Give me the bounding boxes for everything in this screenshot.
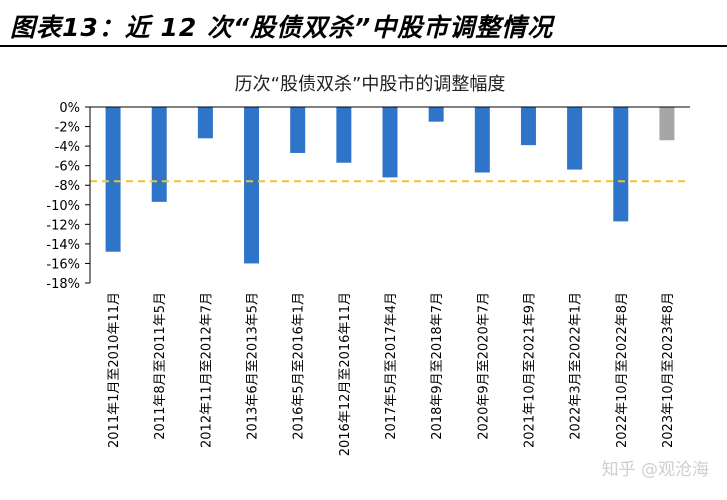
bar [613,107,629,222]
category-label: 2016年12月至2016年11月 [338,292,353,456]
category-label: 2018年9月至2018年7月 [430,292,445,440]
bar [105,107,121,252]
category-label: 2022年10月至2022年8月 [615,292,630,448]
bar [336,107,352,163]
y-tick-label: -6% [55,160,80,175]
category-label: 2012年11月至2012年7月 [199,292,214,448]
y-tick-label: -16% [46,257,80,272]
category-label: 2021年10月至2021年9月 [522,292,537,448]
bar [659,107,675,141]
category-label: 2022年3月至2022年1月 [569,292,584,440]
y-tick-label: -10% [46,199,80,214]
category-label: 2016年5月至2016年1月 [292,292,307,440]
bar [567,107,583,170]
y-tick-label: -12% [46,218,80,233]
page-title: 图表13：近 12 次“股债双杀”中股市调整情况 [10,13,554,42]
bar [428,107,444,122]
bar [474,107,490,173]
bar [520,107,536,146]
category-label: 2023年10月至2023年8月 [661,292,676,448]
category-label: 2013年6月至2013年5月 [246,292,261,440]
category-label: 2020年9月至2020年7月 [476,292,491,440]
y-tick-label: -2% [55,121,80,136]
bar [197,107,213,139]
y-tick-label: -14% [46,238,80,253]
bar [151,107,167,202]
bar [244,107,260,264]
y-tick-label: 0% [59,101,80,116]
y-tick-label: -8% [55,179,80,194]
category-label: 2011年1月至2010年11月 [107,292,122,448]
category-label: 2017年5月至2017年4月 [384,292,399,440]
y-tick-label: -18% [46,277,80,292]
bar [290,107,306,153]
y-tick-label: -4% [55,140,80,155]
watermark: 知乎 @观沧海 [601,460,709,480]
chart-title: 历次“股债双杀”中股市的调整幅度 [235,74,506,95]
bar [382,107,398,178]
category-label: 2011年8月至2011年5月 [153,292,168,440]
header-divider [0,45,727,47]
